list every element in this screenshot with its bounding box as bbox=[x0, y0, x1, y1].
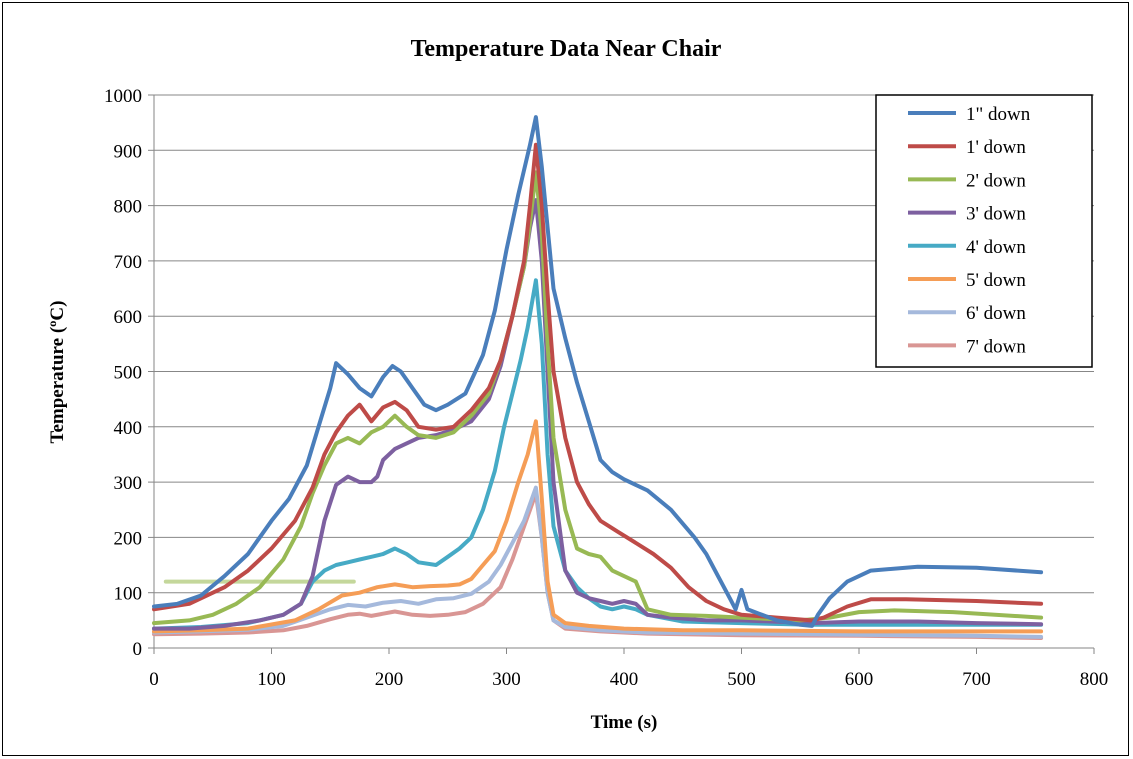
series-line-5 bbox=[152, 278, 1044, 631]
legend-label: 5' down bbox=[966, 270, 1026, 291]
x-tick-label: 500 bbox=[727, 669, 756, 690]
x-tick-label: 300 bbox=[492, 669, 521, 690]
y-tick-label: 600 bbox=[114, 307, 143, 328]
y-tick-label: 700 bbox=[114, 252, 143, 273]
legend-box bbox=[875, 94, 1093, 368]
y-tick-label: 300 bbox=[114, 473, 143, 494]
legend-label: 1' down bbox=[966, 137, 1026, 158]
y-tick-label: 1000 bbox=[104, 86, 142, 107]
legend-label: 1" down bbox=[966, 104, 1031, 125]
x-tick-label: 200 bbox=[375, 669, 404, 690]
series-line-2 bbox=[152, 142, 1044, 623]
y-tick-label: 500 bbox=[114, 363, 143, 384]
legend-label: 4' down bbox=[966, 237, 1026, 258]
series-line-7 bbox=[152, 485, 1044, 639]
y-axis-ticks: 0 100 200 300 400 500 600 700 800 900 1000 bbox=[104, 86, 154, 660]
legend-label: 6' down bbox=[966, 303, 1026, 324]
y-tick-label: 0 bbox=[133, 639, 143, 660]
legend-label: 7' down bbox=[966, 336, 1026, 357]
series-line-6 bbox=[152, 419, 1044, 634]
series-lines bbox=[152, 115, 1044, 640]
y-tick-label: 100 bbox=[114, 584, 143, 605]
y-tick-label: 200 bbox=[114, 528, 143, 549]
series-line-1 bbox=[152, 115, 1044, 628]
legend: 1" down 1' down 2' down 3' down 4' down 5' do… bbox=[875, 94, 1093, 368]
x-tick-label: 0 bbox=[149, 669, 159, 690]
chart-title: Temperature Data Near Chair bbox=[411, 36, 722, 62]
y-tick-label: 900 bbox=[114, 141, 143, 162]
y-tick-label: 400 bbox=[114, 418, 143, 439]
legend-label: 2' down bbox=[966, 170, 1026, 191]
x-tick-label: 600 bbox=[845, 669, 874, 690]
x-tick-label: 100 bbox=[257, 669, 286, 690]
y-tick-label: 800 bbox=[114, 197, 143, 218]
x-tick-label: 800 bbox=[1080, 669, 1109, 690]
x-axis-title: Time (s) bbox=[591, 712, 658, 733]
y-axis-title: Temperature (ºC) bbox=[47, 301, 68, 444]
x-tick-label: 400 bbox=[610, 669, 639, 690]
legend-label: 3' down bbox=[966, 204, 1026, 225]
x-tick-label: 700 bbox=[962, 669, 991, 690]
x-axis-ticks: 0 100 200 300 400 500 600 700 800 bbox=[149, 648, 1108, 690]
